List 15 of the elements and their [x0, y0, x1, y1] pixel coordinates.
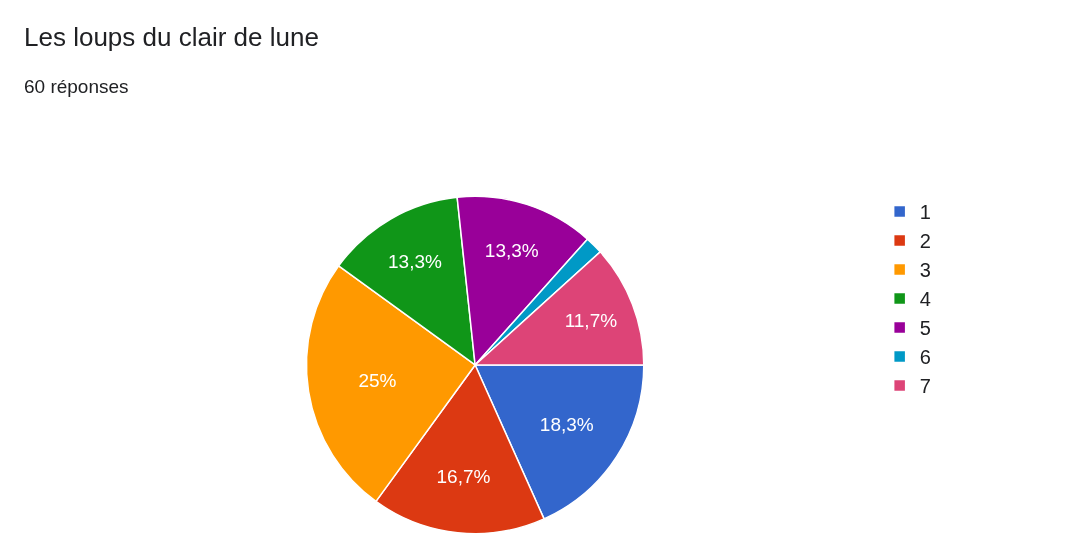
legend-label: 7 [919, 375, 931, 398]
data-label: 11,7% [564, 309, 618, 331]
legend-label: 5 [919, 317, 931, 340]
data-label: 13,3% [484, 240, 539, 262]
data-label: 25% [358, 369, 397, 391]
legend-label: 6 [919, 346, 931, 369]
data-label: 18,3% [539, 413, 594, 435]
legend-label: 4 [919, 288, 931, 311]
chart-title: Les loups du clair de lune [24, 22, 319, 52]
legend-label: 1 [919, 201, 931, 224]
data-label: 13,3% [388, 250, 443, 272]
legend-label: 3 [919, 259, 931, 282]
text: 60 réponses [24, 76, 129, 97]
data-label: 16,7% [436, 466, 491, 488]
legend-label: 2 [919, 230, 931, 253]
